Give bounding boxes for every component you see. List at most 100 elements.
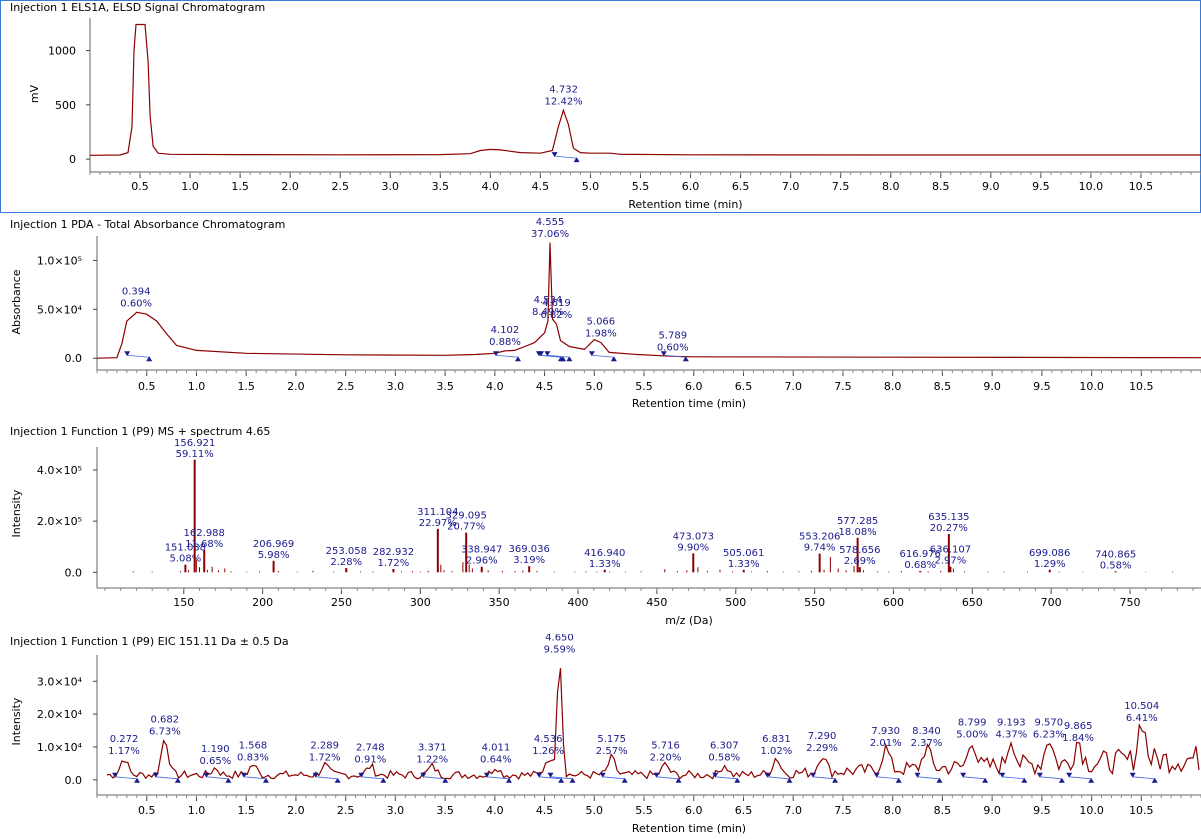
peak-rt-label: 4.011 <box>482 742 511 753</box>
eic-panel[interactable]: Injection 1 Function 1 (P9) EIC 151.11 D… <box>0 634 1201 839</box>
ms-peak-mz-label: 416.940 <box>584 548 625 559</box>
y-tick-label: 3.0×10⁴ <box>37 675 83 688</box>
x-tick-label: 6.5 <box>732 180 750 193</box>
ms-peak-mz-label: 369.036 <box>509 544 550 555</box>
peak-end-marker <box>560 356 567 362</box>
peak-area-label: 0.64% <box>480 754 512 765</box>
x-tick-label: 3.0 <box>387 380 405 393</box>
peak-start-marker <box>914 772 921 778</box>
x-tick-label: 1.5 <box>237 380 255 393</box>
x-tick-label: 5.0 <box>586 804 604 817</box>
peak-area-label: 1.26% <box>532 746 564 757</box>
x-tick-label: 8.5 <box>934 380 952 393</box>
peak-start-marker <box>203 772 210 778</box>
x-tick-label: 4.5 <box>532 180 550 193</box>
ms-chart[interactable]: 0.0 2.0×10⁵ 4.0×10⁵ 150 200 250 300 350 400 450 50… <box>0 424 1201 636</box>
peak-area-label: 1.98% <box>585 329 617 340</box>
ms-peak-pct-label: 2.28% <box>330 557 362 568</box>
peak-end-marker <box>573 157 580 163</box>
peak-baseline <box>663 354 686 358</box>
peak-area-label: 9.59% <box>544 644 576 655</box>
peak-rt-label: 3.371 <box>418 742 447 753</box>
eic-title: Injection 1 Function 1 (P9) EIC 151.11 D… <box>10 635 289 648</box>
y-tick-label: 5.0×10⁴ <box>37 303 83 316</box>
peak-start-marker <box>1036 772 1043 778</box>
peak-end-marker <box>734 777 741 783</box>
x-tick-label: 2.0 <box>287 380 305 393</box>
x-axis-label: Retention time (min) <box>632 397 746 410</box>
x-tick-label: 4.0 <box>486 804 504 817</box>
elsd-chart[interactable]: 0 500 1000 0.5 1.0 1.5 2.0 2.5 3.0 3.5 4.0 4.5 5.0 5.… <box>0 0 1201 213</box>
eic-chart[interactable]: 0.0 1.0×10⁴ 2.0×10⁴ 3.0×10⁴ 0.5 1.0 1.5 2.0 2.5 3… <box>0 634 1201 839</box>
x-tick-label: 8.5 <box>932 180 950 193</box>
y-axis-label: Intensity <box>10 697 23 745</box>
ms-peak-mz-label: 156.921 <box>174 438 215 449</box>
peak-area-label: 1.17% <box>108 746 140 757</box>
chromatogram-trace <box>96 242 1201 359</box>
x-tick-label: 7.0 <box>784 380 802 393</box>
ms-peak-mz-label: 505.061 <box>723 548 764 559</box>
peak-baseline <box>315 776 338 780</box>
chromatogram-trace <box>89 23 1201 156</box>
peak-end-marker <box>621 777 628 783</box>
x-tick-label: 450 <box>646 596 667 609</box>
elsd-panel[interactable]: Injection 1 ELS1A, ELSD Signal Chromatog… <box>0 0 1201 213</box>
pda-chart[interactable]: 0.0 5.0×10⁴ 1.0×10⁵ 0.5 1.0 1.5 2.0 2.5 3.0 3.5 4.… <box>0 217 1201 429</box>
x-tick-label: 5.0 <box>586 380 604 393</box>
peak-end-marker <box>675 777 682 783</box>
y-tick-label: 2.0×10⁵ <box>37 515 82 528</box>
peak-baseline <box>539 776 562 780</box>
x-tick-label: 3.5 <box>432 180 450 193</box>
ms-peak-pct-label: 2.97% <box>935 556 967 567</box>
ms-peak-pct-label: 0.58% <box>1100 560 1132 571</box>
ms-peak-mz-label: 162.988 <box>184 528 225 539</box>
ms-peak-pct-label: 2.69% <box>844 556 876 567</box>
x-tick-label: 2.5 <box>337 380 355 393</box>
peak-end-marker <box>262 777 269 783</box>
peak-area-label: 0.91% <box>354 754 386 765</box>
x-tick-label: 2.5 <box>331 180 349 193</box>
x-tick-label: 5.5 <box>635 380 653 393</box>
peak-area-label: 6.73% <box>149 726 181 737</box>
peak-area-label: 12.42% <box>545 96 583 107</box>
peak-rt-label: 9.193 <box>997 718 1026 729</box>
peak-rt-label: 0.272 <box>110 734 139 745</box>
x-tick-label: 8.0 <box>884 380 902 393</box>
peak-rt-label: 0.394 <box>122 286 151 297</box>
peak-start-marker <box>536 772 543 778</box>
peak-area-label: 0.60% <box>657 342 689 353</box>
peak-area-label: 0.58% <box>708 753 740 764</box>
y-tick-label: 2.0×10⁴ <box>37 708 83 721</box>
ms-peak-mz-label: 253.058 <box>326 546 367 557</box>
peak-start-marker <box>712 772 719 778</box>
ms-peak-pct-label: 9.90% <box>677 542 709 553</box>
x-axis-label: m/z (Da) <box>665 614 713 627</box>
peak-start-marker <box>999 772 1006 778</box>
x-tick-label: 300 <box>410 596 431 609</box>
x-tick-label: 9.5 <box>1032 180 1050 193</box>
x-tick-label: 9.5 <box>1033 380 1051 393</box>
ms-peak-mz-label: 740.865 <box>1095 549 1136 560</box>
peak-rt-label: 6.307 <box>710 741 739 752</box>
peak-area-label: 2.20% <box>650 753 682 764</box>
x-tick-label: 7.0 <box>782 180 800 193</box>
ms-panel[interactable]: Injection 1 Function 1 (P9) MS + spectru… <box>0 424 1201 636</box>
pda-panel[interactable]: Injection 1 PDA - Total Absorbance Chrom… <box>0 217 1201 429</box>
y-tick-label: 1.0×10⁵ <box>37 254 82 267</box>
x-tick-label: 10.5 <box>1129 380 1154 393</box>
ms-peak-pct-label: 5.98% <box>258 550 290 561</box>
x-tick-label: 1.0 <box>188 380 206 393</box>
y-axis-label: Intensity <box>10 489 23 537</box>
peak-area-label: 37.06% <box>531 229 569 240</box>
peak-start-marker <box>544 351 551 357</box>
peak-start-marker <box>873 772 880 778</box>
peak-baseline <box>1039 776 1062 780</box>
peak-end-marker <box>610 356 617 362</box>
x-axis-label: Retention time (min) <box>628 198 742 211</box>
peak-start-marker <box>240 772 247 778</box>
peak-rt-label: 4.650 <box>545 634 574 643</box>
ms-title: Injection 1 Function 1 (P9) MS + spectru… <box>10 425 271 438</box>
peak-rt-label: 6.831 <box>762 734 791 745</box>
peak-baseline <box>715 776 738 780</box>
x-tick-label: 750 <box>1120 596 1141 609</box>
